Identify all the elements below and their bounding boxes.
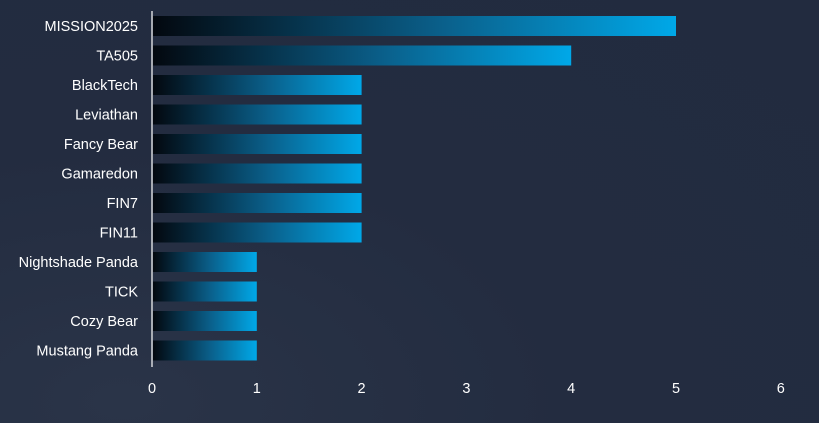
- category-label: Fancy Bear: [64, 137, 138, 153]
- x-tick-label: 4: [567, 381, 575, 397]
- x-tick-label: 1: [253, 381, 261, 397]
- bar-leviathan: [153, 104, 362, 125]
- x-tick-label: 6: [777, 381, 785, 397]
- category-label: Gamaredon: [61, 167, 138, 183]
- category-label: MISSION2025: [45, 19, 139, 35]
- category-label: TA505: [96, 49, 138, 65]
- category-label: Mustang Panda: [36, 344, 139, 360]
- bar-blacktech: [153, 75, 362, 95]
- x-tick-label: 5: [672, 381, 680, 397]
- category-label: Leviathan: [75, 108, 138, 124]
- x-tick-label: 0: [148, 381, 156, 397]
- bar-fin11: [153, 222, 362, 243]
- bar-cozy-bear: [153, 311, 257, 331]
- bar-tick: [153, 281, 257, 302]
- bar-nightshade-panda: [153, 252, 257, 272]
- bar-fin7: [153, 193, 362, 213]
- bar-mission2025: [153, 16, 676, 36]
- category-label: FIN11: [100, 226, 138, 242]
- category-label: FIN7: [107, 196, 138, 212]
- bar-fancy-bear: [153, 134, 362, 154]
- bar-gamaredon: [153, 163, 362, 184]
- bar-mustang-panda: [153, 340, 257, 361]
- x-tick-label: 3: [462, 381, 470, 397]
- category-label: TICK: [105, 285, 138, 301]
- bar-ta505: [153, 45, 572, 66]
- x-tick-label: 2: [358, 381, 366, 397]
- category-label: BlackTech: [72, 78, 138, 94]
- category-label: Cozy Bear: [70, 314, 138, 330]
- category-label: Nightshade Panda: [19, 255, 139, 271]
